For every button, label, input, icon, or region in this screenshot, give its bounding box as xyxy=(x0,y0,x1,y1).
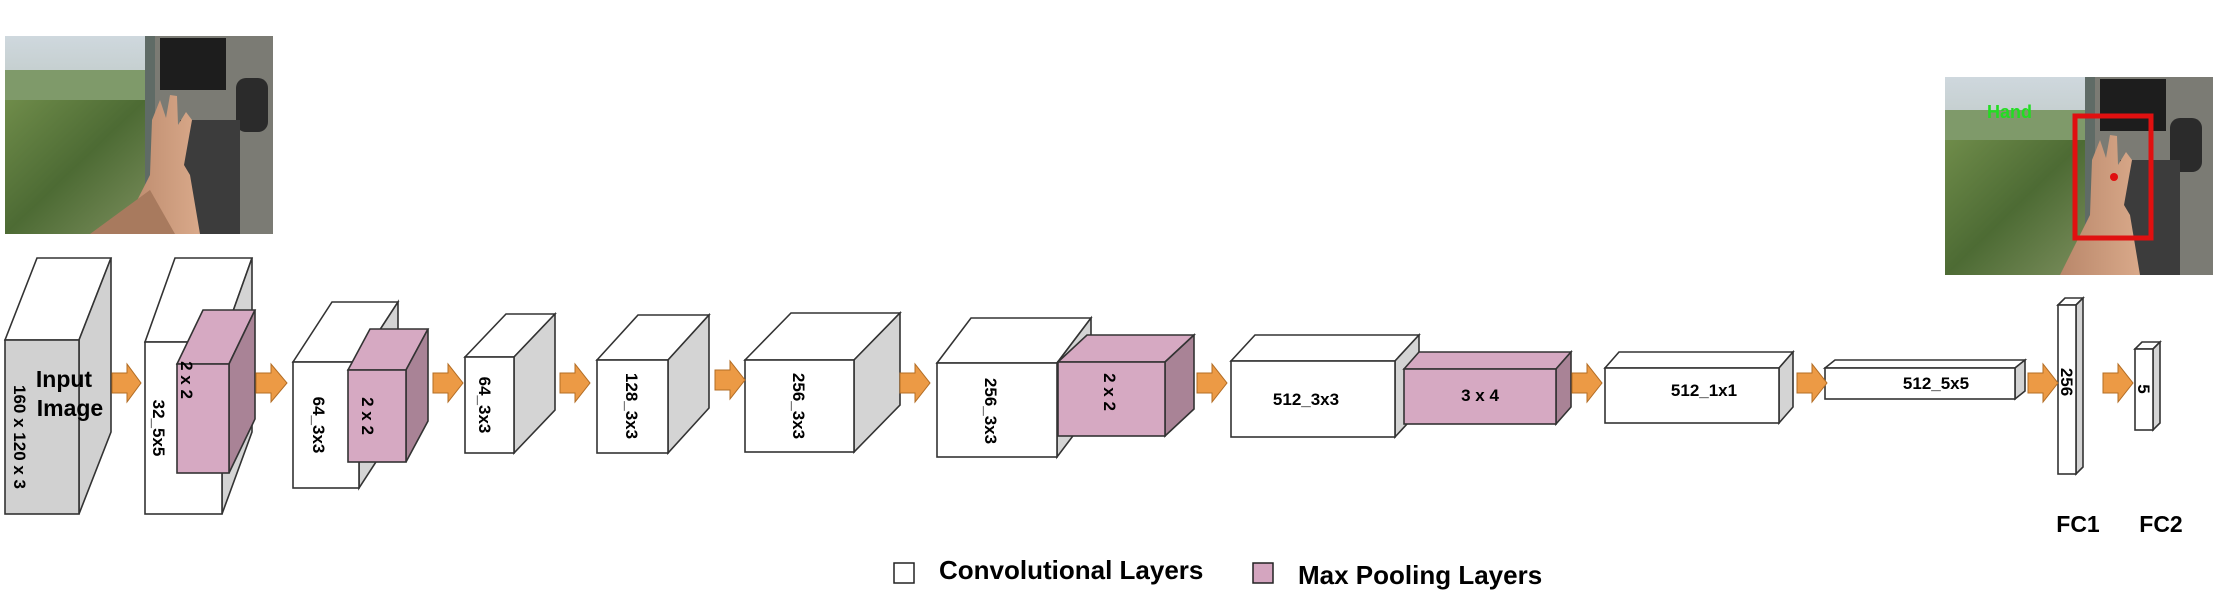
pool-layer-2x2-b-label: 2 x 2 xyxy=(358,397,377,435)
pool-layer-2x2-a: 2 x 2 xyxy=(175,309,257,474)
input-image-block: Input Image 160 x 120 x 3 xyxy=(3,257,113,515)
legend-swatch-pool xyxy=(1252,562,1274,584)
pool-layer-3x4: 3 x 4 xyxy=(1402,349,1573,427)
fc1-label: FC1 xyxy=(2056,511,2100,537)
conv-layer-256-3x3-a-label: 256_3x3 xyxy=(789,373,808,439)
conv-layer-32-5x5-label: 32_5x5 xyxy=(149,400,168,457)
flow-arrow xyxy=(432,362,464,404)
detection-center-dot xyxy=(2110,173,2118,181)
conv-layer-64-3x3-a-label: 64_3x3 xyxy=(309,397,328,454)
pool-layer-2x2-c-label: 2 x 2 xyxy=(1100,373,1119,411)
fc2-label: FC2 xyxy=(2139,511,2182,537)
conv-layer-64-3x3-b: 64_3x3 xyxy=(463,312,557,455)
flow-arrows xyxy=(111,359,2134,404)
conv-layer-512-3x3-label: 512_3x3 xyxy=(1273,390,1339,409)
conv-layer-512-1x1: 512_1x1 xyxy=(1603,349,1795,426)
conv-layer-64-3x3-b-label: 64_3x3 xyxy=(475,377,494,434)
flow-arrow xyxy=(2102,362,2134,404)
conv-layer-512-5x5: 512_5x5 xyxy=(1822,358,2028,401)
flow-arrow xyxy=(1571,362,1603,404)
flow-arrow xyxy=(111,362,142,404)
legend-swatch-conv xyxy=(893,562,915,584)
flow-arrow xyxy=(899,362,931,404)
flow-arrow xyxy=(1796,362,1828,404)
pool-layer-3x4-label: 3 x 4 xyxy=(1461,386,1499,405)
detection-box xyxy=(2072,113,2154,241)
conv-layer-256-3x3-b-label: 256_3x3 xyxy=(981,378,1000,444)
fc1-layer: 256 xyxy=(2056,296,2085,476)
detection-label: Hand xyxy=(1987,102,2032,122)
output-photo: Hand xyxy=(1945,77,2213,275)
conv-layer-128-3x3: 128_3x3 xyxy=(595,312,711,456)
input-image-title-line2: Image xyxy=(37,395,103,421)
input-image-title-line1: Input xyxy=(36,366,93,392)
conv-layer-128-3x3-label: 128_3x3 xyxy=(622,373,641,439)
pool-layer-2x2-c: 2 x 2 xyxy=(1055,333,1197,438)
conv-layer-512-5x5-label: 512_5x5 xyxy=(1903,374,1969,393)
pool-layer-2x2-a-label: 2 x 2 xyxy=(177,361,196,399)
fc1-layer-label: 256 xyxy=(2057,368,2076,396)
flow-arrow xyxy=(255,362,288,404)
conv-layer-512-1x1-label: 512_1x1 xyxy=(1671,381,1737,400)
conv-layer-256-3x3-a: 256_3x3 xyxy=(743,311,902,454)
flow-arrow xyxy=(714,359,746,401)
conv-layer-512-3x3: 512_3x3 xyxy=(1229,332,1421,440)
flow-arrow xyxy=(1196,362,1228,404)
fc2-layer-label: 5 xyxy=(2134,384,2153,393)
flow-arrow xyxy=(559,362,591,404)
legend-label-conv: Convolutional Layers xyxy=(939,555,1203,585)
pool-layer-2x2-b: 2 x 2 xyxy=(346,328,430,463)
flow-arrow xyxy=(2027,362,2059,404)
legend-label-pool: Max Pooling Layers xyxy=(1298,560,1542,590)
legend: Convolutional Layers Max Pooling Layers xyxy=(893,555,1542,590)
input-image-dimension: 160 x 120 x 3 xyxy=(10,385,29,489)
input-photo xyxy=(5,36,273,234)
fc2-layer: 5 xyxy=(2133,340,2162,432)
